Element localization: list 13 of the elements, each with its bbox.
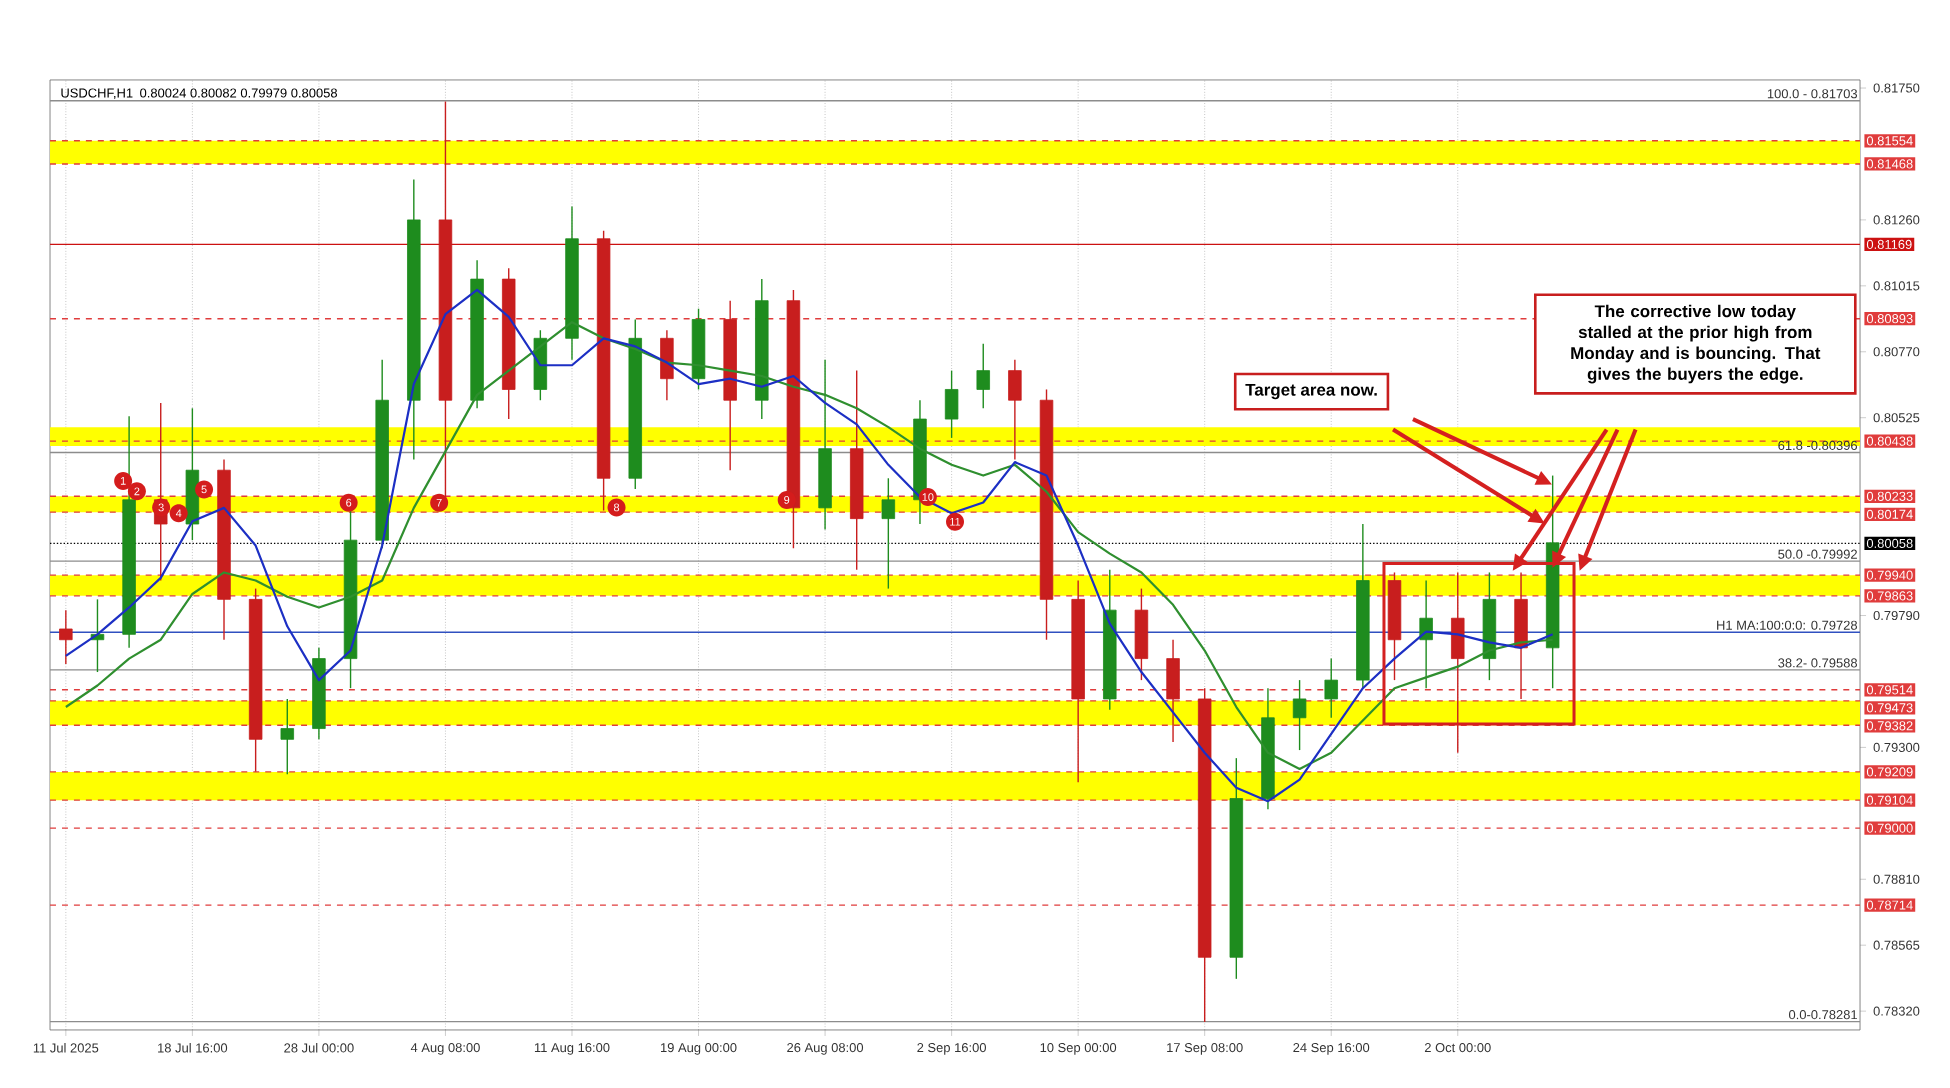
candlestick <box>976 343 990 409</box>
candlestick <box>1166 639 1180 743</box>
candlestick <box>1008 359 1022 461</box>
candlestick <box>280 698 294 775</box>
candlestick <box>660 329 674 401</box>
candlestick <box>1292 679 1307 751</box>
candlestick <box>1419 579 1433 689</box>
annotation: Target area now. <box>1245 383 1377 400</box>
candlestick <box>59 609 73 665</box>
candlestick <box>881 477 896 590</box>
candlestick <box>1324 657 1338 719</box>
text: The corrective low today stalled at the prior high from Monday and is bouncing. That gives the buyers the edge. <box>1571 304 1821 384</box>
candlestick <box>944 369 959 439</box>
